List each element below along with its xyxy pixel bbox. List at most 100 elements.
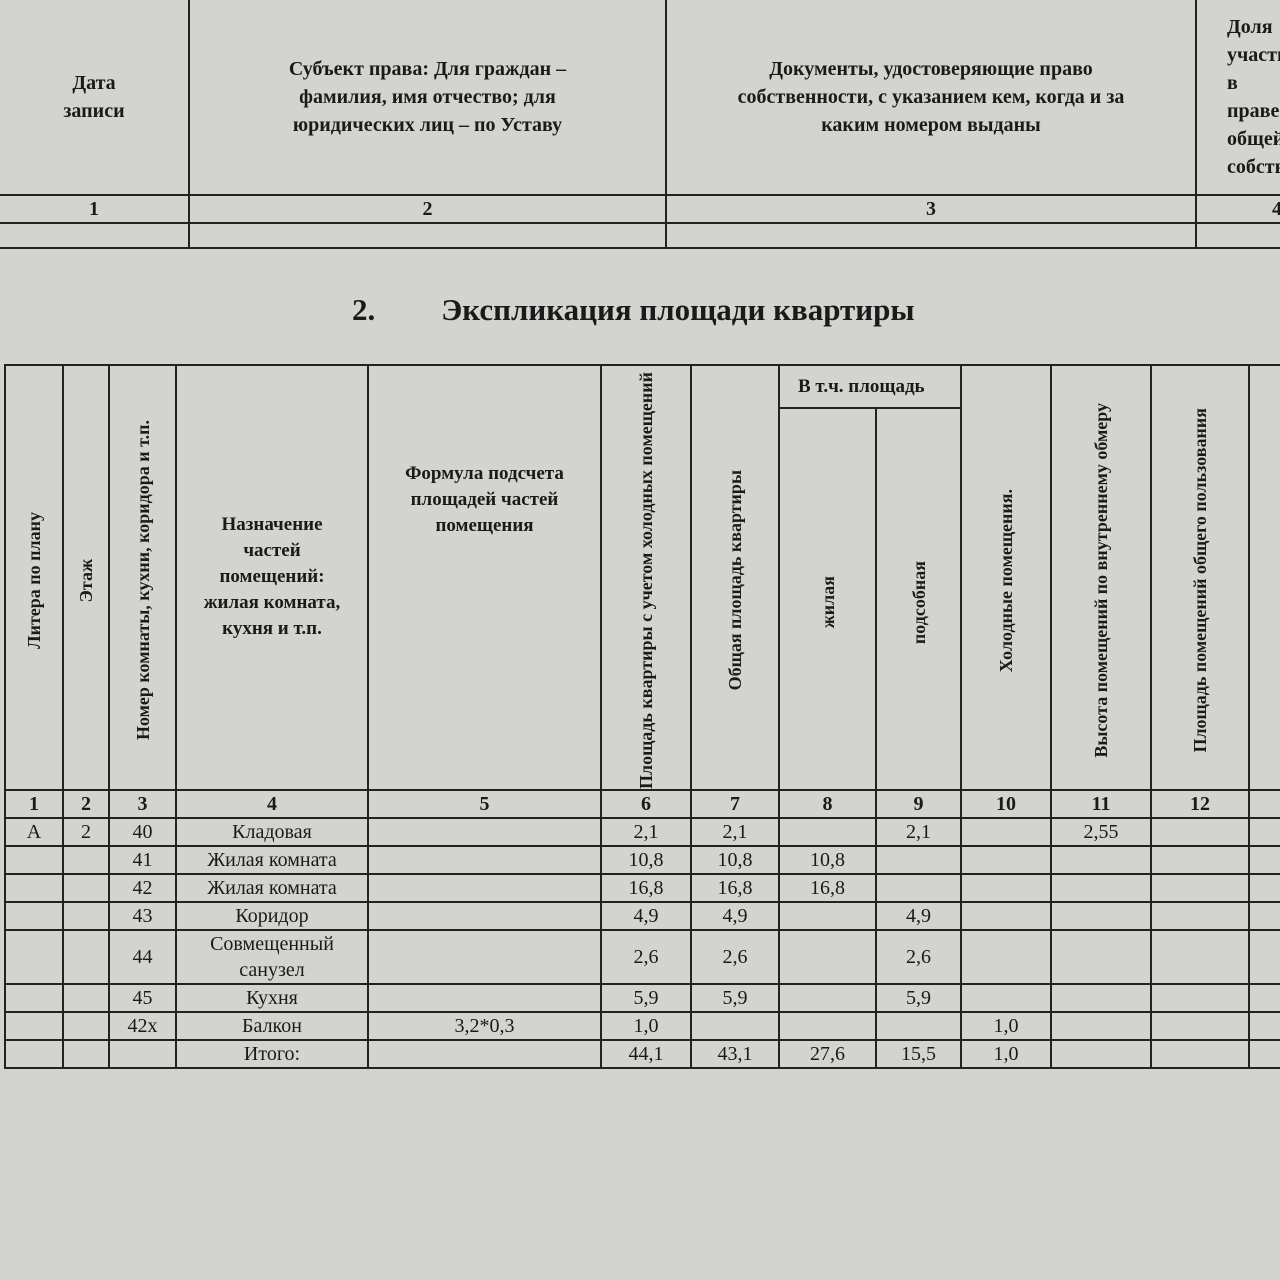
table-cell <box>1248 844 1280 875</box>
table-cell: Кухня <box>175 982 369 1013</box>
col-number: 4 <box>1195 194 1280 224</box>
col-number: 11 <box>1050 788 1153 819</box>
table-cell: 45 <box>108 982 177 1013</box>
header-height: Высота помещений по внутреннему обмеру <box>1091 403 1112 758</box>
table-cell: 2,1 <box>874 816 963 847</box>
table-cell: Жилая комната <box>175 844 369 875</box>
table-cell <box>1050 872 1153 903</box>
header-cut-off <box>1248 364 1280 791</box>
table-cell <box>1150 844 1251 875</box>
table-cell <box>874 872 963 903</box>
table-cell <box>778 900 877 931</box>
table-cell <box>960 928 1053 985</box>
header-floor: Этаж <box>76 558 96 603</box>
table-cell <box>1150 982 1251 1013</box>
table-cell <box>1050 900 1153 931</box>
table-cell <box>874 1010 963 1041</box>
table-row: 44 Совмещенный санузел 2,6 2,6 2,6 <box>4 928 1280 985</box>
table-cell <box>778 982 877 1013</box>
header-living: жилая <box>817 576 838 629</box>
header-common-area: Площадь помещений общего пользования <box>1190 408 1211 753</box>
table-cell: 40 <box>108 816 177 847</box>
table-cell <box>960 900 1053 931</box>
table-cell <box>778 816 877 847</box>
empty-cell <box>1195 222 1280 249</box>
table-cell: 2,6 <box>690 928 780 985</box>
table-cell <box>367 816 602 847</box>
table-cell <box>62 1038 110 1069</box>
table-cell: 44,1 <box>600 1038 692 1069</box>
table-cell: 27,6 <box>778 1038 877 1069</box>
header-purpose: Назначение частей помещений: жилая комна… <box>175 364 369 791</box>
table-cell <box>367 982 602 1013</box>
table-cell <box>62 844 110 875</box>
header-auxiliary: подсобная <box>908 560 929 644</box>
col-number: 3 <box>108 788 177 819</box>
table-cell: 1,0 <box>600 1010 692 1041</box>
empty-cell <box>188 222 667 249</box>
header-room-number: Номер комнаты, кухни, коридора и т.п. <box>132 420 153 741</box>
table-cell: 16,8 <box>778 872 877 903</box>
table-cell: 10,8 <box>600 844 692 875</box>
table-cell: 42х <box>108 1010 177 1041</box>
table-cell: 4,9 <box>690 900 780 931</box>
table-cell <box>1150 1010 1251 1041</box>
table-cell <box>1248 982 1280 1013</box>
section-title: 2. Экспликация площади квартиры <box>352 292 915 328</box>
table-cell <box>62 900 110 931</box>
header-group-area: В т.ч. площадь <box>777 363 963 410</box>
table-row: 45 Кухня 5,9 5,9 5,9 <box>4 982 1280 1013</box>
table-row: 41 Жилая комната 10,8 10,8 10,8 <box>4 844 1280 875</box>
table-cell <box>1050 1038 1153 1069</box>
table-cell <box>1248 816 1280 847</box>
table-cell: Балкон <box>175 1010 369 1041</box>
header-share: Доля участия в праве общей собственности <box>1195 0 1280 196</box>
table-cell: 5,9 <box>600 982 692 1013</box>
header-area-with-cold: Площадь квартиры с учетом холодных помещ… <box>636 372 656 789</box>
table-cell: 16,8 <box>690 872 780 903</box>
table-cell <box>62 872 110 903</box>
col-number: 5 <box>367 788 602 819</box>
table-cell: 5,9 <box>690 982 780 1013</box>
table-cell <box>960 872 1053 903</box>
table-cell <box>367 928 602 985</box>
header-total-area: Общая площадь квартиры <box>725 470 745 691</box>
table-cell <box>1248 900 1280 931</box>
table-cell: Коридор <box>175 900 369 931</box>
col-number: 1 <box>0 194 190 224</box>
table-cell <box>1050 1010 1153 1041</box>
table-row: А 2 40 Кладовая 2,1 2,1 2,1 2,55 <box>4 816 1280 847</box>
table-cell <box>367 872 602 903</box>
table-cell <box>62 1010 110 1041</box>
explication-table: Литера по плану Этаж Номер комнаты, кухн… <box>4 363 1280 1069</box>
table-cell <box>4 928 64 985</box>
col-number: 4 <box>175 788 369 819</box>
table-cell <box>1150 872 1251 903</box>
table-row: Итого: 44,1 43,1 27,6 15,5 1,0 <box>4 1038 1280 1069</box>
table-cell <box>367 1038 602 1069</box>
table-cell: 5,9 <box>874 982 963 1013</box>
table-cell: 43 <box>108 900 177 931</box>
table-cell: Жилая комната <box>175 872 369 903</box>
col-number: 3 <box>665 194 1197 224</box>
table-cell <box>4 872 64 903</box>
table-cell: 1,0 <box>960 1010 1053 1041</box>
table-cell: 15,5 <box>874 1038 963 1069</box>
table-cell: 2,6 <box>874 928 963 985</box>
table-cell <box>1248 1038 1280 1069</box>
table-cell <box>960 844 1053 875</box>
table-cell: 16,8 <box>600 872 692 903</box>
table-cell: Совмещенный санузел <box>175 928 369 985</box>
header-litera: Литера по плану <box>24 512 44 649</box>
col-number: 10 <box>960 788 1053 819</box>
col-number: 6 <box>600 788 692 819</box>
col-number: 12 <box>1150 788 1251 819</box>
table-cell <box>62 982 110 1013</box>
header-subject: Субъект права: Для граждан – фамилия, им… <box>188 0 667 196</box>
table-cell <box>108 1038 177 1069</box>
table-cell <box>778 1010 877 1041</box>
empty-cell <box>0 222 190 249</box>
col-number: 2 <box>62 788 110 819</box>
section-number: 2. <box>352 292 376 327</box>
table-cell <box>1150 1038 1251 1069</box>
